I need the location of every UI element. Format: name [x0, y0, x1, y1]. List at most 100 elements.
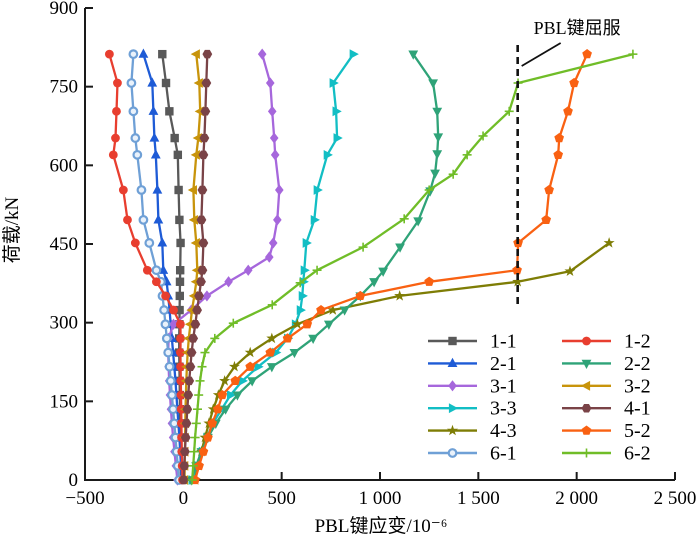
marker-triangle-down	[430, 169, 440, 179]
marker-triangle-up	[138, 48, 149, 58]
marker-pentagon	[512, 265, 522, 275]
y-tick-label: 150	[50, 391, 79, 412]
marker-triangle-down	[432, 150, 443, 160]
marker-square	[158, 49, 167, 59]
marker-triangle-left	[190, 238, 200, 248]
legend-item-2-1: 2-1	[428, 353, 517, 375]
marker-diamond	[264, 251, 274, 263]
legend-item-3-1: 3-1	[428, 375, 517, 397]
marker-hexagon	[197, 185, 208, 195]
marker-circle	[113, 78, 122, 88]
y-tick-label: 0	[69, 470, 79, 491]
marker-circle	[175, 319, 185, 329]
marker-triangle-left	[191, 265, 201, 276]
y-axis-label: 荷载/kN	[1, 196, 23, 263]
x-tick-label: 1 500	[457, 488, 500, 509]
marker-circle	[176, 334, 185, 343]
legend-item-6-1: 6-1	[428, 443, 517, 465]
legend-item-3-3: 3-3	[428, 398, 517, 420]
marker-triangle-down	[220, 405, 231, 415]
marker-triangle-down	[378, 267, 389, 277]
marker-triangle-down	[433, 133, 444, 143]
legend-label-3-3: 3-3	[490, 398, 517, 420]
series-group	[104, 48, 638, 486]
marker-triangle-up	[447, 357, 458, 367]
marker-triangle-left	[194, 106, 204, 117]
legend-item-5-2: 5-2	[562, 420, 651, 442]
marker-diamond	[202, 290, 212, 302]
marker-square	[448, 336, 457, 346]
y-tick-label: 450	[50, 234, 79, 255]
marker-pentagon	[207, 418, 218, 428]
marker-triangle-left	[190, 49, 200, 60]
marker-circle	[130, 238, 140, 248]
marker-triangle-up	[153, 214, 164, 224]
marker-triangle-right	[238, 375, 248, 386]
marker-hexagon	[196, 215, 207, 225]
marker-circle-open	[169, 418, 180, 429]
marker-diamond	[269, 132, 279, 144]
marker-triangle-down	[308, 334, 319, 344]
marker-pentagon	[569, 77, 579, 88]
marker-hexagon	[185, 362, 196, 371]
marker-circle-open	[160, 319, 171, 330]
marker-triangle-left	[193, 78, 203, 88]
annotation-pbl-yield: PBL键屈服	[516, 18, 621, 307]
marker-triangle-right	[299, 276, 309, 287]
series-4-1	[178, 49, 213, 485]
marker-pentagon	[316, 304, 326, 315]
marker-hexagon	[194, 291, 204, 301]
marker-pentagon	[203, 432, 213, 442]
marker-triangle-left	[184, 319, 195, 330]
marker-hexagon	[184, 376, 195, 386]
marker-diamond	[273, 214, 282, 226]
marker-triangle-right	[296, 305, 306, 315]
marker-triangle-right	[302, 238, 312, 248]
marker-plus	[582, 448, 591, 458]
x-tick-label: −500	[65, 488, 104, 509]
marker-plus	[504, 106, 514, 116]
marker-circle-open	[167, 390, 177, 400]
marker-hexagon	[581, 403, 592, 413]
marker-plus	[191, 418, 201, 428]
legend-label-2-1: 2-1	[490, 353, 517, 375]
marker-pentagon	[194, 460, 204, 470]
marker-pentagon	[581, 425, 592, 435]
series-6-2	[187, 49, 638, 485]
annotation-label: PBL键屈服	[534, 18, 621, 38]
marker-square	[174, 185, 183, 195]
marker-pentagon	[230, 375, 241, 386]
marker-plus	[187, 475, 197, 485]
marker-plus	[462, 150, 472, 160]
marker-hexagon	[182, 404, 193, 414]
marker-circle	[108, 150, 118, 160]
marker-square	[173, 150, 183, 160]
y-tick-label: 750	[50, 77, 79, 98]
marker-triangle-left	[192, 133, 202, 143]
marker-star	[244, 346, 256, 358]
marker-hexagon	[179, 461, 190, 471]
marker-circle	[112, 106, 121, 116]
marker-hexagon	[202, 49, 213, 59]
marker-pentagon	[355, 290, 366, 301]
legend-item-1-1: 1-1	[428, 331, 517, 353]
marker-pentagon	[265, 347, 276, 357]
marker-diamond	[267, 105, 277, 117]
legend-label-1-1: 1-1	[490, 331, 517, 353]
marker-hexagon	[199, 133, 210, 143]
legend-item-2-2: 2-2	[562, 353, 651, 375]
marker-triangle-down	[266, 363, 277, 373]
marker-plus	[197, 362, 207, 372]
marker-triangle-down	[408, 50, 419, 60]
marker-pentagon	[541, 214, 552, 225]
marker-pentagon	[582, 49, 592, 59]
legend-label-1-2: 1-2	[624, 331, 651, 353]
marker-star	[603, 237, 615, 248]
marker-circle	[111, 133, 120, 143]
x-tick-label: 500	[267, 488, 296, 509]
marker-pentagon	[563, 106, 573, 116]
marker-circle-open	[161, 333, 172, 344]
marker-star	[228, 360, 240, 372]
legend-label-4-3: 4-3	[490, 420, 517, 442]
marker-plus	[267, 300, 277, 310]
